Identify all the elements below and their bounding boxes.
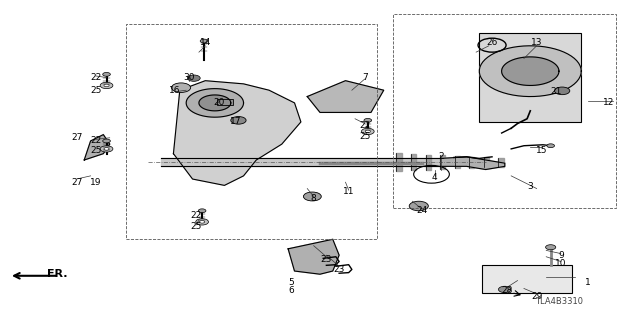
Circle shape: [499, 286, 511, 292]
Text: 30: 30: [184, 73, 195, 82]
Text: 9: 9: [558, 251, 564, 260]
Circle shape: [547, 144, 554, 148]
Polygon shape: [441, 157, 505, 170]
Text: 4: 4: [432, 173, 438, 182]
FancyBboxPatch shape: [483, 265, 572, 293]
Circle shape: [102, 72, 110, 76]
Circle shape: [409, 201, 428, 211]
Circle shape: [362, 128, 374, 135]
Text: 25: 25: [359, 132, 371, 141]
Bar: [455, 156, 460, 168]
Bar: [484, 157, 489, 167]
Text: 17: 17: [230, 117, 242, 126]
Text: 25: 25: [90, 86, 101, 95]
Text: 11: 11: [343, 187, 355, 196]
Circle shape: [365, 130, 371, 133]
Circle shape: [104, 84, 109, 87]
Circle shape: [303, 192, 321, 201]
Text: 22: 22: [190, 211, 202, 220]
Text: 1: 1: [585, 278, 591, 287]
Text: 26: 26: [486, 38, 498, 47]
Text: 14: 14: [200, 38, 211, 47]
Bar: [440, 156, 445, 169]
Polygon shape: [199, 95, 231, 111]
Text: 6: 6: [289, 285, 294, 295]
Text: 5: 5: [289, 278, 294, 287]
Bar: [469, 157, 474, 168]
Circle shape: [100, 146, 113, 152]
Polygon shape: [479, 46, 581, 97]
Circle shape: [188, 75, 200, 81]
Text: 27: 27: [71, 178, 83, 187]
Text: 2: 2: [438, 152, 444, 161]
Text: 19: 19: [90, 178, 102, 187]
Text: 7: 7: [362, 73, 367, 82]
Circle shape: [104, 148, 109, 150]
Circle shape: [198, 209, 206, 213]
Bar: [499, 158, 504, 166]
Text: 27: 27: [71, 133, 83, 142]
Circle shape: [100, 82, 113, 89]
Bar: [161, 158, 441, 166]
Text: TLA4B3310: TLA4B3310: [535, 297, 583, 306]
Text: 10: 10: [555, 259, 566, 268]
Text: 23: 23: [333, 265, 345, 274]
Polygon shape: [288, 239, 339, 274]
Text: 8: 8: [311, 194, 317, 203]
Text: 25: 25: [190, 222, 202, 231]
Bar: [411, 154, 416, 170]
Circle shape: [364, 118, 372, 122]
Circle shape: [200, 220, 205, 223]
Circle shape: [231, 116, 246, 124]
Text: 22: 22: [359, 121, 370, 130]
Text: 23: 23: [321, 255, 332, 264]
Text: 3: 3: [527, 182, 533, 191]
Circle shape: [200, 39, 208, 43]
Bar: [396, 154, 401, 171]
Text: 24: 24: [417, 206, 428, 215]
Polygon shape: [173, 81, 301, 185]
Text: 15: 15: [536, 146, 547, 155]
Circle shape: [545, 245, 556, 250]
Text: 29: 29: [531, 292, 542, 301]
Text: 16: 16: [169, 86, 180, 95]
Bar: [217, 99, 233, 105]
Text: 20: 20: [214, 99, 225, 108]
Text: 12: 12: [603, 99, 614, 108]
Circle shape: [196, 219, 209, 225]
Circle shape: [554, 87, 570, 95]
Bar: [479, 33, 581, 122]
Text: 22: 22: [90, 73, 101, 82]
Text: 25: 25: [90, 146, 101, 155]
Text: 22: 22: [90, 136, 101, 146]
Polygon shape: [307, 81, 384, 112]
Polygon shape: [502, 57, 559, 85]
Polygon shape: [186, 89, 244, 117]
Circle shape: [102, 139, 110, 143]
Text: 13: 13: [531, 38, 543, 47]
Text: FR.: FR.: [47, 269, 68, 279]
Polygon shape: [84, 135, 109, 160]
Bar: [426, 155, 431, 170]
Text: 21: 21: [550, 87, 561, 96]
Circle shape: [172, 83, 191, 92]
Text: 28: 28: [501, 285, 513, 295]
